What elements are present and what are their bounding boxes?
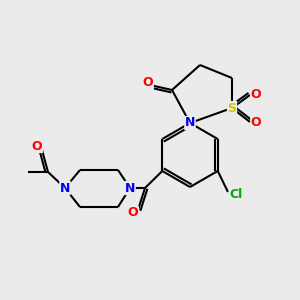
Text: N: N (125, 182, 135, 194)
Text: O: O (251, 88, 261, 101)
Text: O: O (143, 76, 153, 89)
Text: O: O (32, 140, 42, 152)
Text: O: O (251, 116, 261, 128)
Text: O: O (128, 206, 138, 220)
Text: N: N (60, 182, 70, 194)
Text: N: N (185, 116, 195, 130)
Text: S: S (227, 101, 236, 115)
Text: Cl: Cl (230, 188, 243, 202)
